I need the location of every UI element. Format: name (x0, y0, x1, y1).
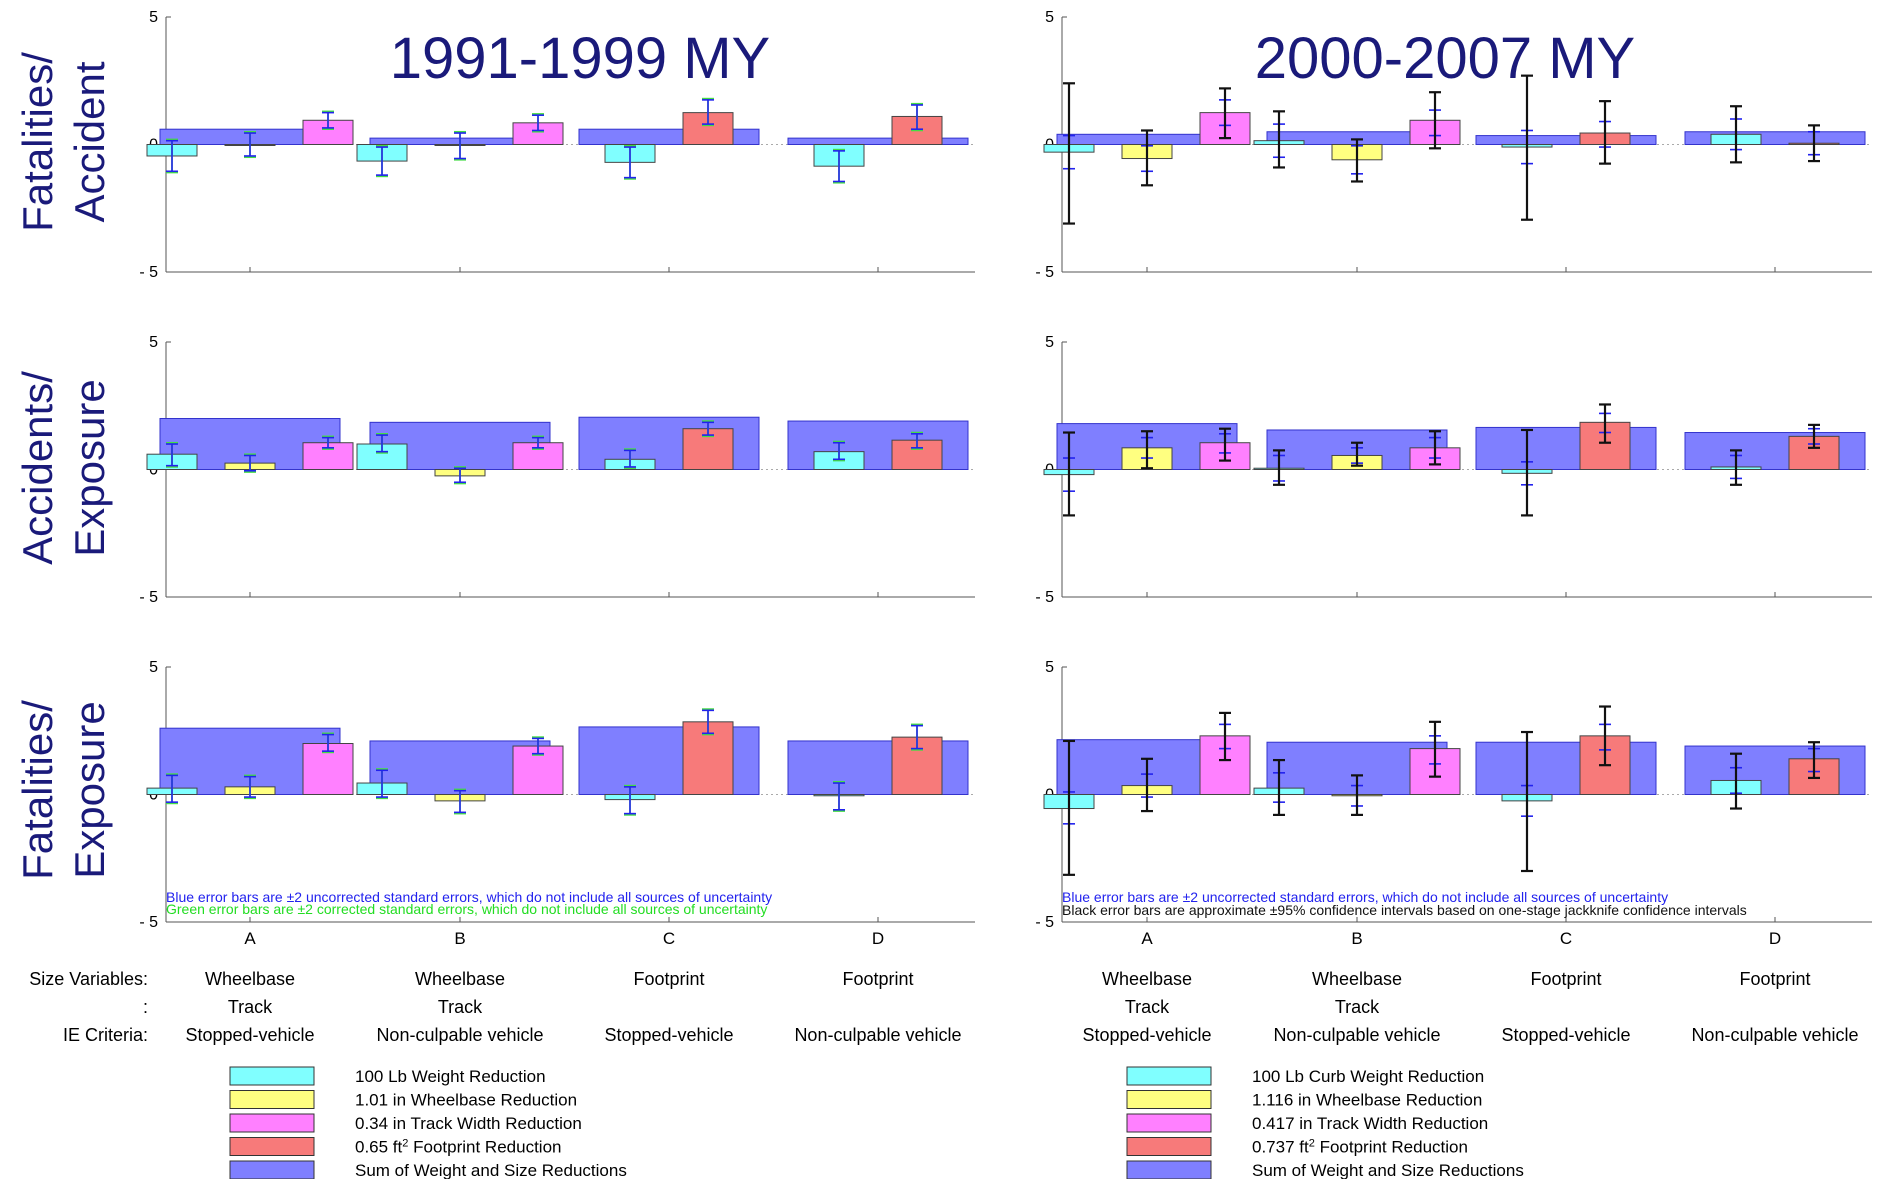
bar-sum-c (1475, 135, 1657, 145)
legend-swatch (1126, 1113, 1212, 1133)
legend-swatch (229, 1090, 315, 1109)
legend-label: 100 Lb Curb Weight Reduction (1252, 1067, 1484, 1086)
row-label-3-line1: Fatalities/ (14, 700, 61, 880)
right-group-c-size1: Footprint (1530, 969, 1601, 989)
left-group-d-size1: Footprint (842, 969, 913, 989)
legend-label: 0.737 ft2 Footprint Reduction (1252, 1138, 1468, 1157)
row-label-3-line2: Exposure (66, 701, 113, 878)
right-group-b-size1: Wheelbase (1312, 969, 1402, 989)
row-label-2-line1: Accidents/ (14, 371, 61, 565)
legend-swatch (229, 1160, 315, 1179)
legend-label: 0.34 in Track Width Reduction (355, 1114, 582, 1133)
right-group-d-size1: Footprint (1739, 969, 1810, 989)
info-right: Wheelbase Track Stopped-vehicle Wheelbas… (1082, 969, 1858, 1045)
legend-label: Sum of Weight and Size Reductions (1252, 1161, 1524, 1179)
right-group-d-ie: Non-culpable vehicle (1691, 1025, 1858, 1045)
legend-swatch (1126, 1160, 1212, 1179)
legend-swatch (229, 1113, 315, 1133)
legend-swatch (1126, 1090, 1212, 1109)
legend-label: 100 Lb Weight Reduction (355, 1067, 546, 1086)
title-left: 1991-1999 MY (390, 26, 770, 91)
y-tick-label: 5 (149, 659, 158, 676)
legend-swatch (1126, 1066, 1212, 1086)
left-group-a-size2: Track (228, 997, 273, 1017)
info-left: Size Variables: : IE Criteria: Wheelbase… (29, 969, 961, 1045)
note-left-green: Green error bars are ±2 corrected standa… (166, 901, 767, 917)
row-label-1-line2: Accident (66, 61, 113, 222)
right-group-b-size2: Track (1335, 997, 1380, 1017)
x-tick-label: C (1560, 929, 1572, 948)
row-label-2-line2: Exposure (66, 379, 113, 556)
y-tick-label: 5 (149, 334, 158, 351)
legend-swatch (1126, 1137, 1212, 1156)
legend-swatch (229, 1066, 315, 1086)
row-label-2: Accidents/ Exposure (14, 371, 113, 565)
legend-label: 1.116 in Wheelbase Reduction (1252, 1091, 1482, 1110)
y-tick-label: 5 (1045, 334, 1054, 351)
legend-left: 100 Lb Weight Reduction 1.01 in Wheelbase… (229, 1066, 627, 1179)
right-group-a-size1: Wheelbase (1102, 969, 1192, 989)
right-group-b-ie: Non-culpable vehicle (1273, 1025, 1440, 1045)
x-tick-label: D (1769, 929, 1781, 948)
x-tick-label: B (454, 929, 465, 948)
note-left-blue: Blue error bars are ±2 uncorrected stand… (166, 889, 772, 905)
legend-right: 100 Lb Curb Weight Reduction 1.116 in Whe… (1126, 1066, 1524, 1179)
x-tick-label: C (663, 929, 675, 948)
panel-right-row1: 50- 5 (1035, 9, 1872, 281)
label-size-variables: Size Variables: (29, 969, 148, 989)
bar-track-a (1199, 735, 1251, 795)
legend-swatch (229, 1137, 315, 1156)
label-colon: : (143, 997, 148, 1017)
note-right-blue: Blue error bars are ±2 uncorrected stand… (1062, 889, 1668, 905)
x-tick-label: A (244, 929, 256, 948)
bar-sum-d (787, 137, 969, 145)
panel-right-row2: 50- 5 (1035, 334, 1872, 606)
left-group-a-ie: Stopped-vehicle (185, 1025, 314, 1045)
legend-label: 1.01 in Wheelbase Reduction (355, 1091, 577, 1110)
label-ie-criteria: IE Criteria: (63, 1025, 148, 1045)
y-tick-label: 5 (1045, 659, 1054, 676)
left-group-c-size1: Footprint (633, 969, 704, 989)
left-group-b-size2: Track (438, 997, 483, 1017)
y-tick-label: - 5 (1035, 264, 1054, 281)
notes-right: Blue error bars are ±2 uncorrected stand… (1062, 889, 1747, 918)
right-group-a-size2: Track (1125, 997, 1170, 1017)
right-group-c-ie: Stopped-vehicle (1501, 1025, 1630, 1045)
y-tick-label: - 5 (1035, 914, 1054, 931)
left-group-d-ie: Non-culpable vehicle (794, 1025, 961, 1045)
x-tick-label: B (1351, 929, 1362, 948)
x-tick-label: A (1141, 929, 1153, 948)
y-tick-label: - 5 (1035, 589, 1054, 606)
left-group-b-ie: Non-culpable vehicle (376, 1025, 543, 1045)
y-tick-label: - 5 (139, 589, 158, 606)
row-label-1-line1: Fatalities/ (14, 52, 61, 232)
row-label-3: Fatalities/ Exposure (14, 700, 113, 880)
y-tick-label: - 5 (139, 914, 158, 931)
x-tick-label: D (872, 929, 884, 948)
left-group-c-ie: Stopped-vehicle (604, 1025, 733, 1045)
y-tick-label: - 5 (139, 264, 158, 281)
legend-label: Sum of Weight and Size Reductions (355, 1161, 627, 1179)
panel-left-row1: 50- 5 (139, 9, 975, 281)
panel-left-row2: 50- 5 (139, 334, 975, 606)
left-group-a-size1: Wheelbase (205, 969, 295, 989)
row-label-1: Fatalities/ Accident (14, 52, 113, 232)
legend-label: 0.417 in Track Width Reduction (1252, 1114, 1488, 1133)
y-tick-label: 5 (1045, 9, 1054, 26)
title-right: 2000-2007 MY (1255, 26, 1635, 91)
y-tick-label: 5 (149, 9, 158, 26)
note-right-black: Black error bars are approximate ±95% co… (1062, 902, 1747, 918)
notes-left: Blue error bars are ±2 uncorrected stand… (166, 889, 772, 917)
legend-label: 0.65 ft2 Footprint Reduction (355, 1138, 561, 1157)
right-group-a-ie: Stopped-vehicle (1082, 1025, 1211, 1045)
left-group-b-size1: Wheelbase (415, 969, 505, 989)
